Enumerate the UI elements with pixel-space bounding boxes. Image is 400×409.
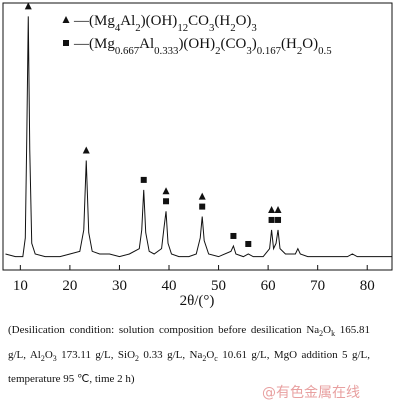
x-tick-label: 70: [310, 278, 325, 294]
square-marker: [63, 40, 69, 46]
square-marker: [268, 216, 275, 223]
square-marker: [199, 203, 206, 210]
x-tick-label: 20: [62, 278, 77, 294]
triangle-marker: [24, 2, 32, 10]
square-marker: [163, 198, 170, 205]
square-marker: [245, 240, 252, 247]
square-marker: [140, 176, 147, 183]
x-tick-label: 60: [261, 278, 276, 294]
chart: 2θ/(°) 10 20 30 40 50 60 70 80 —(Mg4Al2)(OH)12CO…: [2, 2, 393, 309]
x-tick-label: 50: [211, 278, 226, 294]
x-tick-label: 80: [360, 278, 375, 294]
triangle-marker: [198, 192, 206, 200]
triangle-marker: [62, 16, 70, 23]
square-marker: [230, 232, 237, 239]
x-tick-label: 40: [162, 278, 177, 294]
x-tick-label: 30: [112, 278, 127, 294]
square-marker: [275, 216, 282, 223]
triangle-marker: [274, 205, 282, 213]
triangle-marker: [82, 146, 90, 154]
plot-frame: [2, 2, 393, 271]
legend-label: —(Mg0.667Al0.333)(OH)2(CO3)0.167(H2O)0.5: [73, 36, 332, 57]
diffraction-line: [5, 16, 392, 258]
x-tick-label: 10: [13, 278, 28, 294]
caption: (Desilication condition: solution compos…: [8, 324, 370, 386]
triangle-marker: [162, 187, 170, 195]
legend-label: —(Mg4Al2)(OH)12CO3(H2O)3: [73, 13, 257, 34]
triangle-marker: [268, 205, 276, 213]
x-axis-label: 2θ/(°): [180, 293, 215, 309]
watermark: @有色金属在线: [262, 385, 360, 401]
